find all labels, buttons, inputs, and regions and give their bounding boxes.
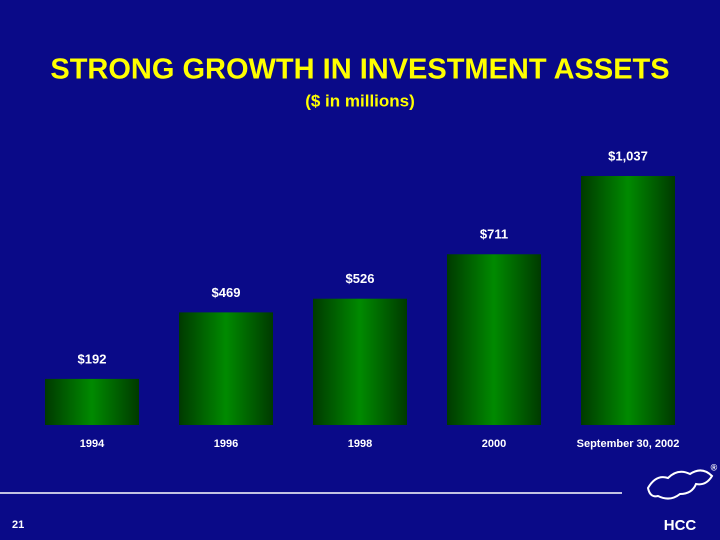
logo-mark: ®: [711, 462, 718, 472]
x-tick-label: 1998: [348, 438, 372, 450]
bar: [313, 298, 407, 425]
bar: [45, 378, 139, 425]
logo-text: HCC: [664, 517, 697, 534]
x-tick-label: September 30, 2002: [577, 438, 680, 450]
bar: [581, 176, 675, 425]
bar: [447, 254, 541, 425]
x-tick-label: 1994: [80, 438, 105, 450]
chart-subtitle: ($ in millions): [305, 91, 415, 110]
chart-title: STRONG GROWTH IN INVESTMENT ASSETS: [50, 54, 669, 86]
value-label: $192: [78, 351, 107, 366]
value-label: $711: [480, 227, 508, 242]
x-tick-label: 2000: [482, 438, 506, 450]
x-tick-label: 1996: [214, 438, 238, 450]
value-label: $1,037: [608, 148, 648, 163]
value-label: $526: [346, 271, 375, 286]
bar: [179, 312, 273, 425]
logo-emblem: [646, 469, 714, 500]
slide-number: 21: [12, 519, 24, 531]
value-label: $469: [212, 285, 241, 300]
